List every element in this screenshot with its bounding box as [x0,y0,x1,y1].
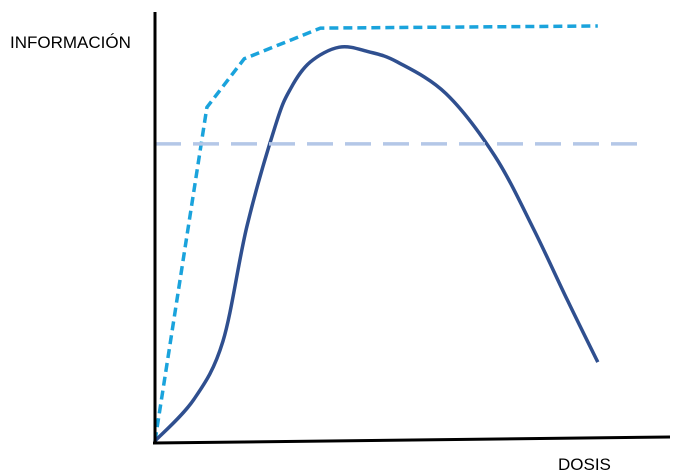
series-layer [153,24,640,443]
y-axis-label: INFORMACIÓN [10,33,131,52]
solid-series-line-2 [153,45,600,443]
x-axis [152,435,671,445]
dashed-series-line-1 [153,24,598,442]
x-axis-label: DOSIS [558,455,611,473]
